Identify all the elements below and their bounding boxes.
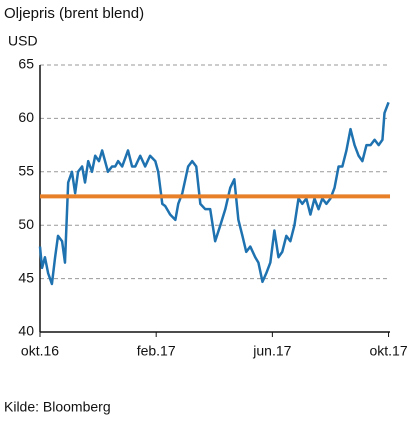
- price-line: [38, 101, 390, 286]
- y-tick-label: 45: [18, 269, 34, 285]
- y-tick-label: 65: [18, 56, 34, 72]
- y-tick-label: 50: [18, 216, 34, 232]
- chart-title: Oljepris (brent blend): [4, 5, 144, 22]
- y-tick-label: 40: [18, 323, 34, 339]
- x-tick-label: okt.17: [369, 343, 407, 359]
- y-axis-label: USD: [8, 33, 38, 49]
- x-tick-label: feb.17: [137, 343, 176, 359]
- x-tick-label: okt.16: [21, 343, 59, 359]
- y-tick-label: 55: [18, 163, 34, 179]
- x-tick-label: jun.17: [252, 343, 291, 359]
- source: Kilde: Bloomberg: [4, 399, 111, 415]
- y-tick-label: 60: [18, 109, 34, 125]
